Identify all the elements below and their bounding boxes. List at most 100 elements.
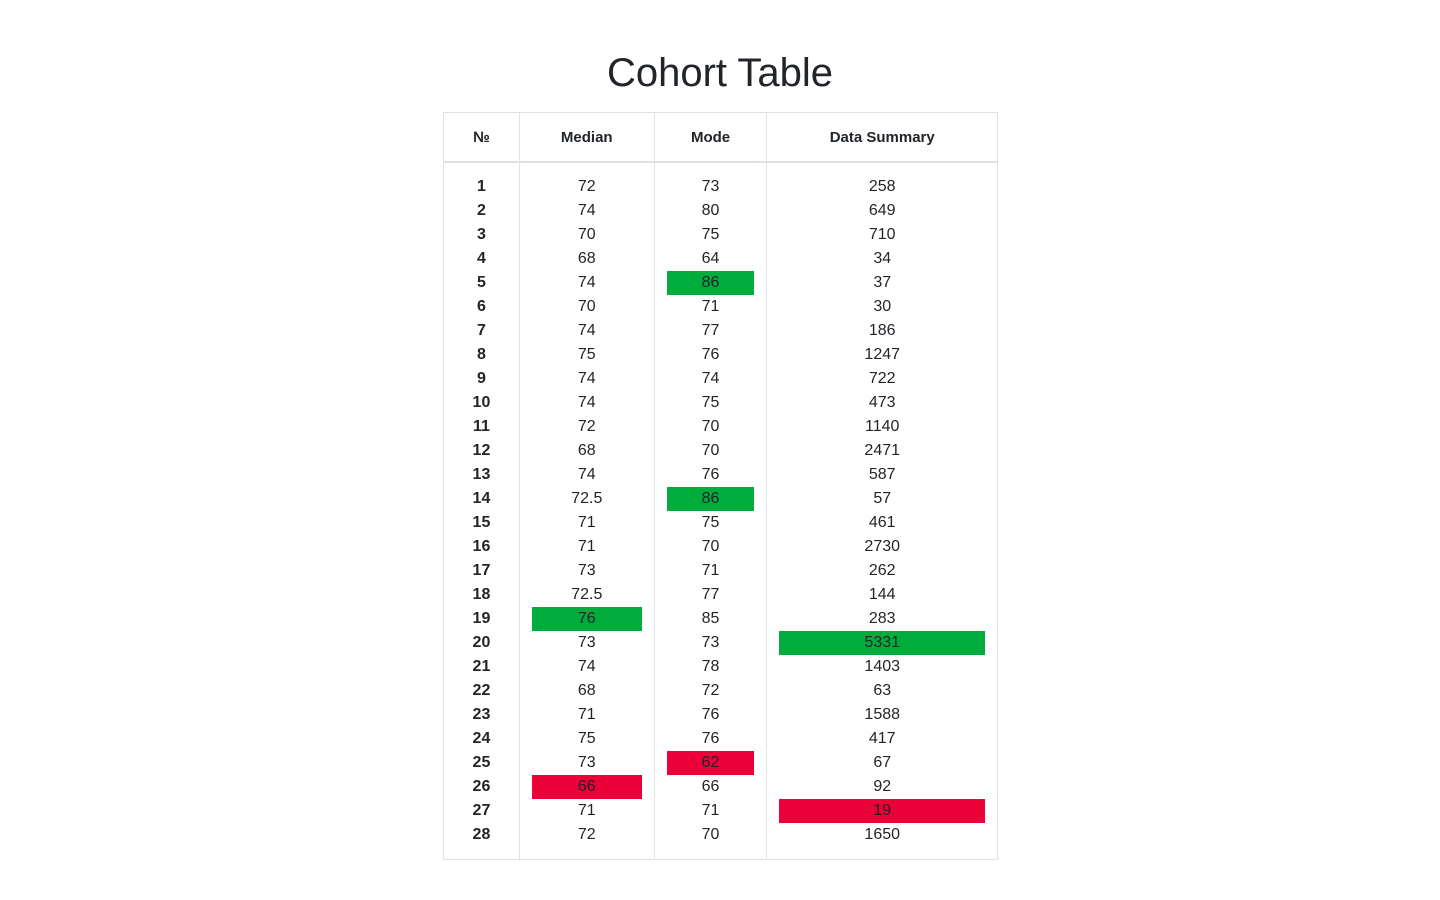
cell-median: 73 xyxy=(518,631,655,655)
cell-mode: 85 xyxy=(653,607,768,631)
cell-num: 17 xyxy=(443,559,520,583)
cell-mode: 76 xyxy=(653,727,768,751)
cell-mode-value: 85 xyxy=(701,610,720,627)
cell-mode: 62 xyxy=(653,751,768,775)
cell-num: 8 xyxy=(443,343,520,367)
cell-median: 66 xyxy=(518,775,655,799)
cell-mode-value: 73 xyxy=(701,178,720,195)
cell-summary-value: 1588 xyxy=(864,706,901,723)
cell-median: 70 xyxy=(518,223,655,247)
spacer-row xyxy=(443,847,998,860)
table-row: 9 74 74 722 xyxy=(443,367,998,391)
table-row: 26 66 66 92 xyxy=(443,775,998,799)
cell-mode: 78 xyxy=(653,655,768,679)
cell-median: 71 xyxy=(518,703,655,727)
cell-median-value: 74 xyxy=(577,322,596,339)
cell-summary: 63 xyxy=(766,679,998,703)
cell-median-value: 72.5 xyxy=(571,490,603,507)
cell-summary-value: 63 xyxy=(873,682,892,699)
cell-num: 26 xyxy=(443,775,520,799)
cell-num: 10 xyxy=(443,391,520,415)
cell-summary-value: 649 xyxy=(868,202,896,219)
cell-summary: 417 xyxy=(766,727,998,751)
cell-summary-value: 587 xyxy=(868,466,896,483)
cell-summary-value: 34 xyxy=(873,250,892,267)
cell-num-value: 21 xyxy=(472,658,491,675)
table-row: 5 74 86 37 xyxy=(443,271,998,295)
cell-summary: 262 xyxy=(766,559,998,583)
cell-summary-value: 1650 xyxy=(864,826,901,843)
cell-mode-value: 86 xyxy=(666,487,755,511)
cell-summary: 186 xyxy=(766,319,998,343)
cell-summary-value: 2730 xyxy=(864,538,901,555)
cell-summary: 473 xyxy=(766,391,998,415)
cell-mode: 74 xyxy=(653,367,768,391)
cell-mode: 73 xyxy=(653,631,768,655)
cell-num-value: 25 xyxy=(472,754,491,771)
cell-summary-value: 710 xyxy=(868,226,896,243)
cell-num: 1 xyxy=(443,175,520,199)
cell-median-value: 72.5 xyxy=(571,586,603,603)
table-row: 13 74 76 587 xyxy=(443,463,998,487)
cell-median: 72 xyxy=(518,823,655,847)
cell-summary-value: 722 xyxy=(868,370,896,387)
cell-mode-value: 74 xyxy=(701,370,720,387)
cell-median: 71 xyxy=(518,511,655,535)
table-row: 23 71 76 1588 xyxy=(443,703,998,727)
column-header-data-summary[interactable]: Data Summary xyxy=(766,112,998,163)
cell-num-value: 28 xyxy=(472,826,491,843)
cell-mode-value: 80 xyxy=(701,202,720,219)
cell-mode-value: 75 xyxy=(701,394,720,411)
cell-mode: 66 xyxy=(653,775,768,799)
cell-num: 7 xyxy=(443,319,520,343)
cell-median: 72 xyxy=(518,415,655,439)
cell-mode-value: 71 xyxy=(701,562,720,579)
cell-num-value: 24 xyxy=(472,730,491,747)
cell-median: 71 xyxy=(518,535,655,559)
cell-summary-value: 92 xyxy=(873,778,892,795)
cell-num: 16 xyxy=(443,535,520,559)
cell-mode-value: 70 xyxy=(701,538,720,555)
table-row: 16 71 70 2730 xyxy=(443,535,998,559)
cell-num-value: 2 xyxy=(476,202,486,219)
cell-median-value: 71 xyxy=(577,802,596,819)
column-header-mode[interactable]: Mode xyxy=(653,112,768,163)
column-header-median[interactable]: Median xyxy=(518,112,655,163)
cell-mode: 64 xyxy=(653,247,768,271)
cell-mode: 73 xyxy=(653,175,768,199)
cell-median-value: 72 xyxy=(577,418,596,435)
cell-mode-value: 75 xyxy=(701,514,720,531)
cell-summary: 34 xyxy=(766,247,998,271)
cell-median: 68 xyxy=(518,247,655,271)
cell-summary-value: 1403 xyxy=(864,658,901,675)
cell-num: 14 xyxy=(443,487,520,511)
cell-summary-value: 2471 xyxy=(864,442,901,459)
cell-summary-value: 417 xyxy=(868,730,896,747)
cell-median-value: 73 xyxy=(577,634,596,651)
cell-median: 72.5 xyxy=(518,487,655,511)
cell-num: 18 xyxy=(443,583,520,607)
cell-num: 27 xyxy=(443,799,520,823)
cell-summary-value: 258 xyxy=(868,178,896,195)
cell-mode: 80 xyxy=(653,199,768,223)
cohort-table: № Median Mode Data Summary 1 72 73 258 2 74 80… xyxy=(443,112,998,860)
column-header-number[interactable]: № xyxy=(443,112,520,163)
cell-summary: 587 xyxy=(766,463,998,487)
cell-num-value: 7 xyxy=(476,322,486,339)
table-row: 27 71 71 19 xyxy=(443,799,998,823)
cell-median: 74 xyxy=(518,271,655,295)
cell-median: 72.5 xyxy=(518,583,655,607)
cell-median: 73 xyxy=(518,751,655,775)
table-row: 17 73 71 262 xyxy=(443,559,998,583)
cell-median: 74 xyxy=(518,463,655,487)
cell-num: 13 xyxy=(443,463,520,487)
cell-num: 28 xyxy=(443,823,520,847)
cell-num-value: 20 xyxy=(472,634,491,651)
table-row: 1 72 73 258 xyxy=(443,175,998,199)
cell-num: 11 xyxy=(443,415,520,439)
cell-num: 5 xyxy=(443,271,520,295)
cell-summary-value: 37 xyxy=(873,274,892,291)
cell-num: 12 xyxy=(443,439,520,463)
cell-median-value: 70 xyxy=(577,226,596,243)
cell-summary-value: 473 xyxy=(868,394,896,411)
